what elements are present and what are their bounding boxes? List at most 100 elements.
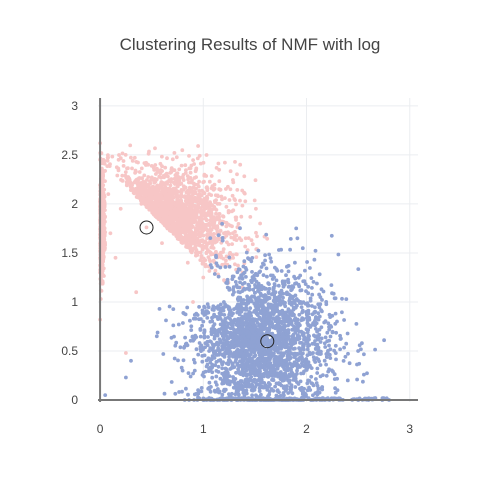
- cluster-2-point: [197, 305, 202, 309]
- cluster-2-point: [242, 384, 247, 389]
- cluster-2-point: [216, 346, 221, 351]
- cluster-2-point: [206, 335, 210, 339]
- cluster-2-point: [232, 317, 237, 322]
- cluster-2-point: [362, 372, 366, 377]
- cluster-2-point: [271, 388, 276, 393]
- cluster-2-point: [258, 345, 262, 350]
- cluster-2-point: [231, 285, 236, 289]
- cluster-1-point: [123, 153, 128, 157]
- cluster-1-point: [178, 235, 183, 239]
- cluster-2-point: [226, 305, 231, 310]
- cluster-2-point: [267, 296, 272, 301]
- cluster-2-point: [309, 374, 314, 379]
- cluster-2-point: [336, 252, 341, 257]
- cluster-1-point: [155, 170, 160, 174]
- cluster-2-point: [273, 348, 278, 353]
- cluster-1-point: [205, 236, 210, 241]
- cluster-1-point: [217, 212, 221, 216]
- cluster-1-point: [236, 222, 241, 226]
- cluster-1-point: [206, 210, 211, 214]
- cluster-2-point: [333, 343, 338, 348]
- cluster-2-point: [297, 346, 301, 350]
- cluster-1-point: [228, 250, 233, 255]
- cluster-1-point: [187, 219, 192, 223]
- cluster-1-point: [178, 223, 182, 228]
- cluster-1-point: [169, 228, 174, 233]
- cluster-2-point: [318, 340, 323, 344]
- cluster-1-point: [221, 247, 226, 252]
- cluster-2-point: [200, 346, 205, 350]
- cluster-2-point: [245, 301, 250, 305]
- cluster-2-point: [221, 381, 226, 386]
- cluster-2-point: [260, 380, 265, 385]
- cluster-2-point: [248, 348, 253, 352]
- cluster-2-point: [295, 236, 300, 241]
- cluster-2-point: [257, 297, 262, 302]
- cluster-2-point: [324, 300, 329, 304]
- cluster-2-point: [310, 304, 314, 308]
- cluster-2-point: [333, 311, 338, 316]
- cluster-1-point: [181, 221, 185, 226]
- cluster-2-point: [265, 307, 270, 312]
- cluster-2-point: [244, 275, 248, 279]
- cluster-2-point: [196, 391, 201, 396]
- cluster-2-point: [181, 321, 185, 325]
- cluster-2-point: [231, 292, 235, 297]
- cluster-2-point: [188, 318, 192, 323]
- cluster-1-point: [188, 246, 192, 250]
- cluster-1-point: [224, 187, 228, 191]
- cluster-2-point: [308, 363, 312, 368]
- cluster-2-point: [184, 386, 188, 391]
- cluster-1-point: [170, 215, 174, 220]
- cluster-2-point: [259, 284, 264, 288]
- cluster-1-point: [124, 351, 128, 355]
- cluster-1-point: [224, 258, 228, 263]
- cluster-2-point: [240, 372, 244, 376]
- cluster-2-point: [243, 340, 248, 344]
- cluster-2-point: [296, 282, 301, 287]
- cluster-2-point: [298, 379, 303, 384]
- cluster-2-point: [177, 390, 182, 394]
- cluster-2-point: [216, 307, 221, 311]
- cluster-2-point: [206, 305, 211, 310]
- cluster-1-point: [175, 178, 180, 183]
- cluster-1-point: [223, 196, 227, 201]
- cluster-1-point: [174, 227, 179, 232]
- cluster-1-point: [207, 179, 212, 184]
- cluster-2-point: [167, 304, 172, 309]
- cluster-2-point: [311, 280, 316, 284]
- cluster-2-point: [300, 246, 305, 251]
- cluster-1-point: [180, 148, 185, 153]
- cluster-2-point: [252, 354, 256, 359]
- cluster-2-point: [178, 345, 183, 350]
- cluster-1-point: [204, 222, 209, 227]
- cluster-1-point: [146, 200, 151, 205]
- cluster-1-point: [208, 218, 213, 223]
- cluster-2-point: [258, 352, 262, 356]
- cluster-2-point: [335, 319, 339, 324]
- cluster-2-point: [234, 351, 239, 356]
- cluster-2-point: [252, 363, 257, 367]
- cluster-2-point: [244, 391, 249, 396]
- cluster-2-point: [205, 343, 210, 348]
- cluster-1-point: [217, 202, 222, 206]
- cluster-1-point: [249, 238, 254, 243]
- cluster-2-point: [236, 302, 240, 307]
- cluster-2-point: [332, 296, 337, 301]
- cluster-2-point: [365, 371, 369, 376]
- cluster-2-point: [229, 330, 233, 335]
- cluster-2-point: [173, 343, 178, 348]
- cluster-1-point: [158, 194, 162, 198]
- cluster-2-point: [281, 311, 285, 316]
- cluster-2-point: [266, 281, 271, 286]
- cluster-1-point: [178, 204, 182, 209]
- cluster-1-point: [174, 189, 179, 193]
- cluster-2-point: [345, 331, 350, 336]
- cluster-2-point: [228, 326, 233, 331]
- cluster-2-point: [186, 392, 190, 397]
- cluster-1-point: [150, 196, 154, 201]
- cluster-1-point: [116, 166, 121, 171]
- cluster-2-point: [250, 321, 255, 326]
- cluster-1-point: [211, 232, 216, 236]
- cluster-2-point: [230, 342, 235, 347]
